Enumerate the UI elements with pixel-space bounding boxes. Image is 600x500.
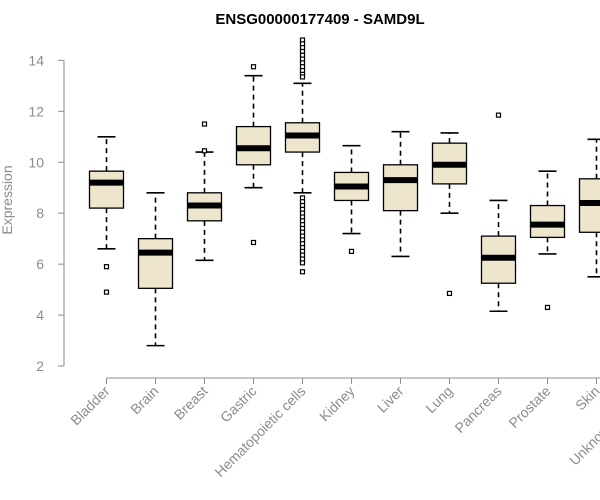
outlier-point [299,269,306,275]
outlier-point [446,290,453,297]
outlier-point [103,264,110,270]
box-group [382,130,419,258]
y-tick-label: 12 [28,103,44,119]
box-group [529,170,566,311]
outlier-point [348,248,355,254]
x-tick-label: Kidney [316,383,358,425]
box-iqr [137,238,174,289]
box-iqr [529,204,566,239]
y-tick-label: 14 [28,52,44,68]
y-axis: 2 4 6 8 10 12 14 [28,52,65,374]
box-group [235,64,272,246]
x-tick-label: Bladder [67,383,113,429]
box-group [480,112,517,313]
box-iqr [382,164,419,212]
box-group [137,192,174,347]
chart-title: ENSG00000177409 - SAMD9L [215,11,424,28]
box-group [431,132,468,297]
box-group [333,144,370,254]
outlier-point [250,64,257,70]
y-tick-label: 10 [28,154,44,170]
outlier-point [250,239,257,246]
y-tick-label: 6 [36,256,44,272]
x-tick-label: Prostate [505,383,553,431]
box-series [88,37,600,347]
outlier-point [103,289,110,295]
box-iqr [88,170,125,209]
outlier-point [544,304,551,311]
outlier-point [495,112,502,118]
x-tick-label: Brain [127,383,161,417]
outlier-point [299,74,306,80]
outlier-point [201,121,208,127]
x-tick-label: Breast [171,383,211,423]
x-tick-label: Skin [572,383,600,414]
y-axis-label: Expression [0,165,15,234]
box-group [88,135,125,295]
x-tick-label: Liver [374,383,407,416]
y-tick-label: 2 [36,358,44,374]
y-tick-label: 4 [36,307,44,323]
box-group [578,138,600,278]
box-group [186,121,223,262]
x-tick-label: Gastric [217,383,260,426]
y-tick-label: 8 [36,205,44,221]
x-tick-label: Lung [422,383,455,416]
box-group [284,37,321,275]
outlier-point [299,260,306,266]
x-tick-label: Pancreas [451,383,504,436]
x-tick-label: Hematopoietic cells [211,383,308,480]
outlier-point [201,148,208,154]
